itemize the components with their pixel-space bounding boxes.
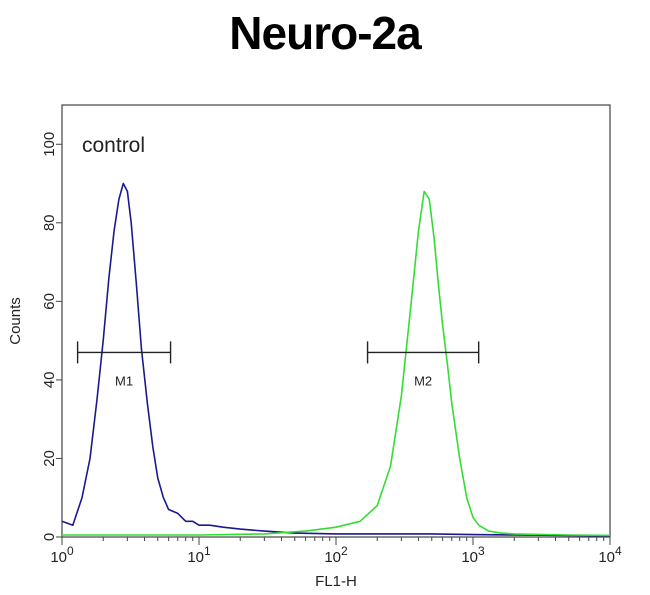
plot-frame <box>61 104 611 538</box>
x-axis-label: FL1-H <box>315 573 357 590</box>
x-tick-label: 104 <box>598 544 622 566</box>
y-tick-label: 20 <box>41 450 58 467</box>
x-tick-label: 100 <box>50 544 74 566</box>
x-tick-label: 101 <box>187 544 211 566</box>
y-tick-label: 40 <box>41 372 58 389</box>
y-tick-label: 0 <box>41 533 58 541</box>
marker-layer: M1 M2 <box>76 341 480 388</box>
x-tick-label: 102 <box>324 544 348 566</box>
y-axis: 0 20 40 60 80 100 <box>41 132 62 541</box>
series-layer <box>61 182 611 537</box>
series-line-2 <box>62 190 611 537</box>
y-tick-label: 80 <box>41 214 58 231</box>
y-tick-label: 100 <box>41 132 58 157</box>
y-axis-label: Counts <box>7 297 24 345</box>
control-annotation: control <box>82 134 145 157</box>
marker-label: M2 <box>414 373 432 388</box>
marker-label: M1 <box>115 373 133 388</box>
x-axis: 100 101 102 103 104 <box>50 537 622 566</box>
series-line-1 <box>61 182 611 537</box>
y-tick-label: 60 <box>41 293 58 310</box>
chart-title: Neuro-2a <box>229 7 421 59</box>
x-tick-label: 103 <box>461 544 485 566</box>
